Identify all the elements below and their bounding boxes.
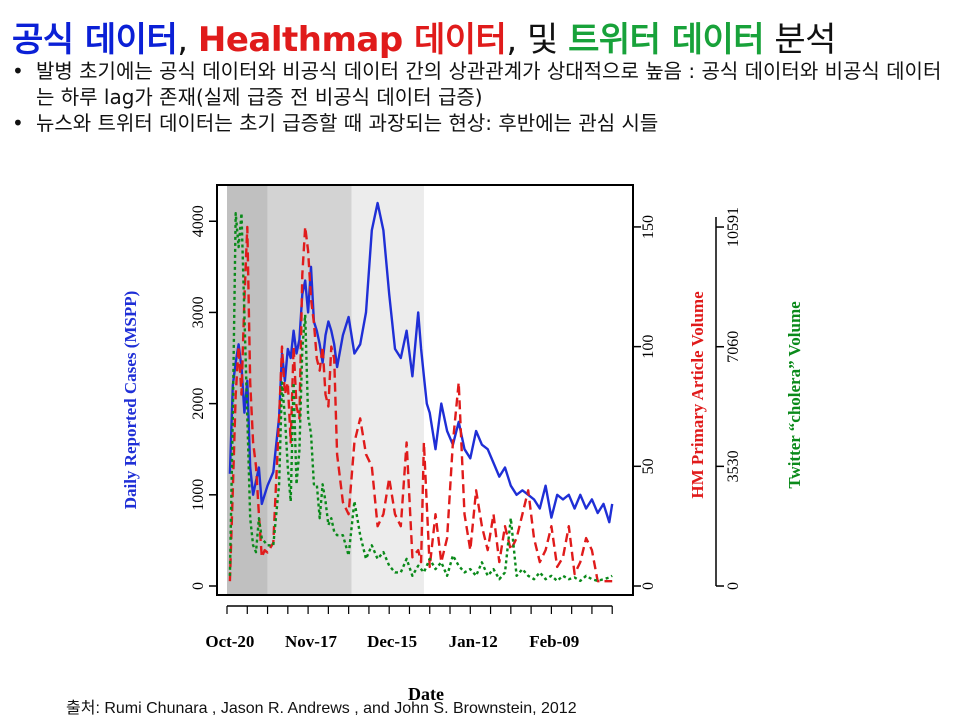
right-axis-tick-label: 0	[640, 582, 657, 590]
bullet-mark: •	[12, 59, 24, 83]
title-sep: ,	[177, 20, 198, 60]
right-axis-tick-label: 100	[640, 335, 657, 359]
title-part-official: 공식 데이터	[12, 20, 178, 60]
right-axis-tick-label: 150	[640, 215, 657, 239]
left-axis-tick-label: 4000	[190, 205, 207, 237]
shaded-period	[351, 185, 424, 595]
source-caption: 출처: Rumi Chunara , Jason R. Andrews , an…	[66, 700, 577, 717]
twitter-axis-tick-label: 10591	[725, 207, 742, 247]
bullet-item: • 발병 초기에는 공식 데이터와 비공식 데이터 간의 상관관계가 상대적으로…	[10, 58, 955, 110]
title-sep: ,	[506, 20, 527, 60]
bullet-text: 발병 초기에는 공식 데이터와 비공식 데이터 간의 상관관계가 상대적으로 높…	[36, 59, 942, 109]
twitter-axis-label: Twitter “cholera” Volume	[785, 301, 804, 489]
x-axis-label: Date	[408, 684, 444, 700]
right-axis-tick-label: 50	[640, 458, 657, 474]
title-part-twitter: 트위터 데이터	[568, 20, 765, 60]
x-axis-tick-label: Nov-17	[285, 632, 337, 651]
twitter-axis-tick-label: 3530	[725, 450, 742, 482]
bullet-mark: •	[12, 111, 24, 135]
bullet-text: 뉴스와 트위터 데이터는 초기 급증할 때 과장되는 현상: 후반에는 관심 시…	[36, 111, 659, 135]
x-axis-tick-label: Oct-20	[205, 632, 254, 651]
plot-frame	[216, 184, 634, 596]
x-axis-tick-label: Jan-12	[449, 632, 498, 651]
twitter-axis-tick-label: 7060	[725, 331, 742, 363]
bullet-item: • 뉴스와 트위터 데이터는 초기 급증할 때 과장되는 현상: 후반에는 관심…	[10, 110, 955, 136]
left-axis-tick-label: 3000	[190, 296, 207, 328]
left-axis-tick-label: 2000	[190, 388, 207, 420]
title-part-analysis: 분석	[764, 20, 836, 60]
x-axis-tick-label: Feb-09	[529, 632, 579, 651]
left-axis-label: Daily Reported Cases (MSPP)	[121, 291, 140, 510]
bullet-list: • 발병 초기에는 공식 데이터와 비공식 데이터 간의 상관관계가 상대적으로…	[10, 58, 955, 136]
x-axis-tick-label: Dec-15	[367, 632, 417, 651]
twitter-axis-tick-label: 0	[725, 582, 742, 590]
series-line-right2	[228, 212, 613, 583]
slide-title: 공식 데이터, Healthmap 데이터, 및 트위터 데이터 분석	[12, 12, 836, 61]
right-axis-label-hm: HM Primary Article Volume	[688, 291, 707, 499]
title-part-and: 및	[526, 20, 569, 60]
left-axis-tick-label: 0	[190, 582, 207, 590]
left-axis-tick-label: 1000	[190, 479, 207, 511]
title-part-healthmap: Healthmap 데이터	[197, 20, 507, 60]
